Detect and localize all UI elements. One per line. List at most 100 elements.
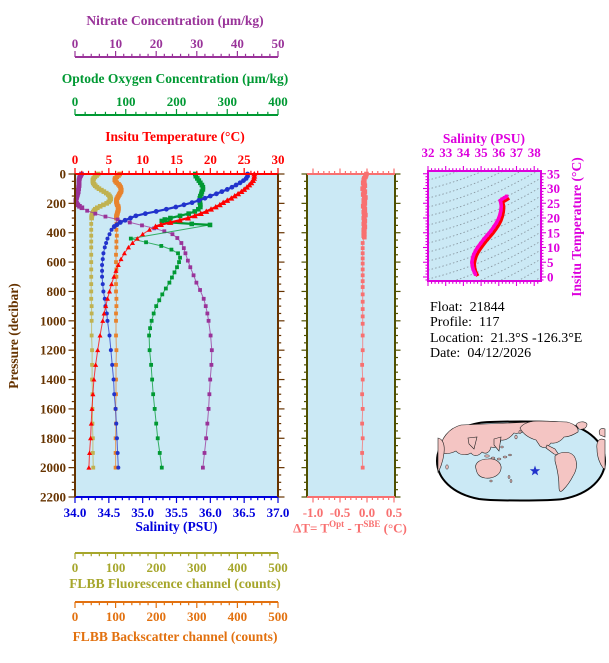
series-salinity: [100, 171, 250, 470]
date-line: Date: 04/12/2026: [430, 346, 582, 361]
salinity-tick-label: 34.5: [97, 505, 120, 520]
temperature-tick-label: 25: [238, 152, 252, 167]
pressure-axis-title: Pressure (decibar): [6, 283, 21, 389]
delta-t-tick-label: -0.5: [330, 505, 351, 520]
fluorescence-tick-label: 200: [146, 560, 166, 575]
delta-t-tick-label: 0.5: [386, 505, 403, 520]
pressure-tick-label: 1400: [40, 372, 66, 387]
salinity-tick-label: 37.0: [267, 505, 290, 520]
temperature-tick-label: 30: [272, 152, 285, 167]
fluorescence-tick-label: 300: [187, 560, 207, 575]
ts-salinity-axis-title: Salinity (PSU): [442, 131, 526, 146]
delta-t-panel-background: [307, 174, 395, 497]
dt-title-part: - T: [344, 520, 364, 536]
oxygen-axis: 0 100 200 300 400: [72, 94, 288, 116]
ts-temperature-tick-label: 35: [547, 166, 561, 181]
nitrate-tick-label: 10: [109, 36, 122, 51]
float-label: Float:: [430, 300, 463, 315]
nitrate-tick-label: 50: [272, 36, 285, 51]
ts-temperature-tick-label: 10: [547, 240, 560, 255]
profile-line: Profile: 117: [430, 315, 582, 330]
nitrate-tick-label: 0: [72, 36, 79, 51]
ts-temperature-tick-label: 5: [547, 255, 554, 270]
pressure-tick-label: 2200: [40, 490, 66, 505]
salinity-tick-label: 34.0: [64, 505, 87, 520]
pressure-tick-label: 800: [47, 284, 67, 299]
ts-temperature-tick-label: 15: [547, 225, 561, 240]
dt-title-part: ΔT= T: [293, 520, 330, 536]
fluorescence-axis-title: FLBB Fluorescence channel (counts): [69, 576, 281, 591]
delta-t-tick-label: -1.0: [303, 505, 324, 520]
float-info-block: Float: 21844 Profile: 117 Location: 21.3°S …: [430, 300, 582, 361]
salinity-tick-label: 36.5: [233, 505, 256, 520]
pressure-tick-label: 400: [47, 225, 67, 240]
ts-panel-background: [428, 171, 541, 281]
pressure-tick-label: 0: [60, 167, 67, 182]
oxygen-tick-label: 200: [167, 94, 187, 109]
nitrate-axis: 0 10 20 30 40 50: [72, 36, 285, 58]
fluorescence-tick-label: 500: [268, 560, 288, 575]
backscatter-tick-label: 200: [146, 609, 166, 624]
profile-value: 117: [479, 315, 500, 331]
backscatter-tick-label: 500: [268, 609, 288, 624]
pressure-axis-left: 0 200 400 600 800 1000 1200 1400 1600 1800 2000 220…: [40, 167, 76, 505]
ts-salinity-tick-label: 33: [439, 145, 453, 160]
backscatter-tick-label: 0: [72, 609, 79, 624]
ts-salinity-tick-label: 36: [492, 145, 506, 160]
oxygen-tick-label: 0: [72, 94, 79, 109]
delta-t-panel-frame: -1.0 -0.5 0.0 0.5: [301, 168, 403, 520]
pressure-tick-label: 2000: [40, 460, 66, 475]
location-value: 21.3°S -126.3°E: [490, 330, 583, 346]
location-line: Location: 21.3°S -126.3°E: [430, 331, 582, 346]
nitrate-axis-title: Nitrate Concentration (µm/kg): [86, 13, 264, 28]
dt-title-sup-sbe: SBE: [363, 519, 381, 529]
date-label: Date:: [430, 345, 461, 361]
ts-temperature-tick-label: 20: [547, 211, 560, 226]
salinity-axis: 34.0 34.5 35.0 35.5 36.0 36.5 37.0: [64, 496, 290, 520]
pressure-tick-label: 1800: [40, 431, 66, 446]
series-nitrate: [73, 171, 214, 470]
float-id-line: Float: 21844: [430, 300, 582, 315]
date-value: 04/12/2026: [467, 345, 532, 361]
temperature-tick-label: 0: [72, 152, 79, 167]
backscatter-tick-label: 100: [106, 609, 126, 624]
fluorescence-tick-label: 100: [106, 560, 126, 575]
fluorescence-tick-label: 0: [72, 560, 79, 575]
series-temperature: [86, 171, 258, 470]
salinity-tick-label: 35.0: [131, 505, 154, 520]
ts-temperature-axis-title: Insitu Temperature (°C): [569, 157, 584, 297]
ts-salinity-tick-label: 32: [422, 145, 435, 160]
fluorescence-tick-label: 400: [228, 560, 248, 575]
series-oxygen: [128, 171, 213, 470]
dt-title-sup-opt: Opt: [329, 519, 345, 529]
oxygen-tick-label: 100: [116, 94, 136, 109]
ts-temperature-tick-label: 0: [547, 270, 554, 285]
profile-label: Profile:: [430, 315, 472, 331]
pressure-tick-label: 1200: [40, 343, 66, 358]
float-value: 21844: [469, 300, 505, 315]
temperature-axis-title: Insitu Temperature (°C): [105, 129, 245, 144]
temperature-tick-label: 10: [136, 152, 149, 167]
salinity-tick-label: 36.0: [199, 505, 222, 520]
ts-temperature-tick-label: 25: [547, 196, 561, 211]
world-map: [435, 420, 607, 502]
pressure-axis-right: [277, 173, 285, 498]
temperature-tick-label: 5: [106, 152, 113, 167]
float-location-star: [529, 465, 541, 476]
ts-salinity-tick-label: 34: [457, 145, 471, 160]
temperature-tick-label: 20: [204, 152, 217, 167]
temperature-tick-label: 15: [170, 152, 184, 167]
oxygen-tick-label: 400: [268, 94, 288, 109]
backscatter-axis-title: FLBB Backscatter channel (counts): [72, 629, 278, 644]
pressure-tick-label: 1000: [40, 313, 66, 328]
nitrate-tick-label: 20: [150, 36, 163, 51]
nitrate-tick-label: 40: [231, 36, 244, 51]
series-ts-curve: [470, 194, 511, 277]
pressure-tick-label: 200: [47, 196, 67, 211]
pressure-tick-label: 600: [47, 255, 67, 270]
ts-salinity-tick-label: 35: [475, 145, 489, 160]
salinity-axis-title: Salinity (PSU): [135, 519, 218, 534]
delta-t-tick-label: 0.0: [359, 505, 375, 520]
